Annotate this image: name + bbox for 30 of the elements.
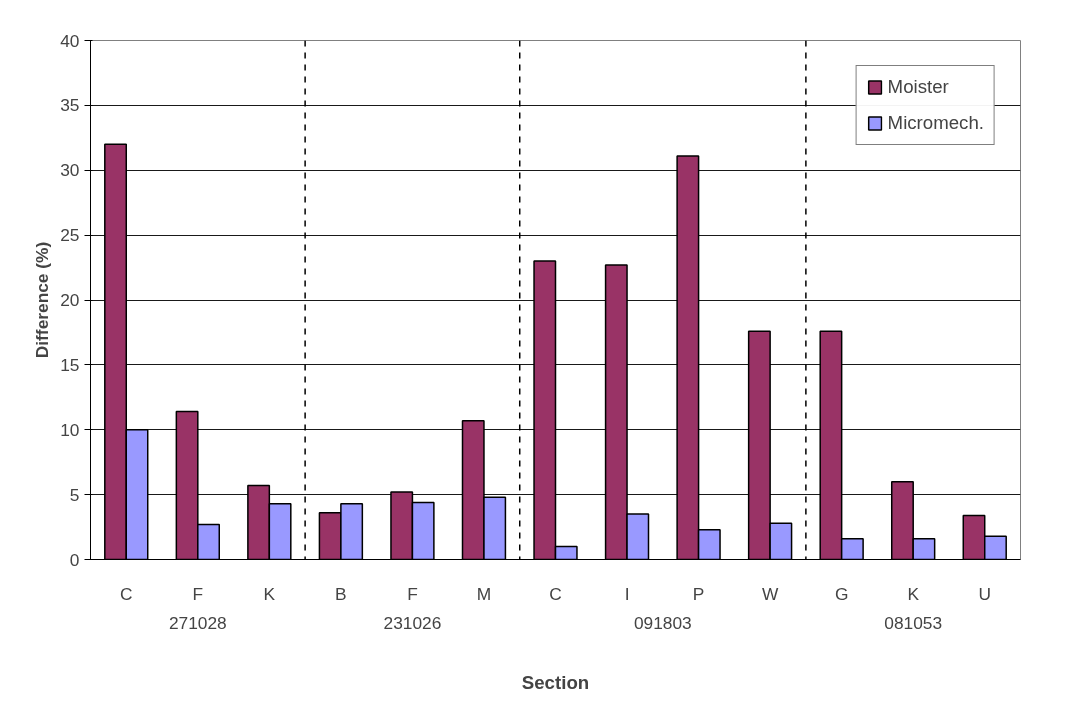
y-tick-label: 20 — [60, 290, 80, 310]
x-tick-label: P — [692, 583, 705, 604]
x-tick-label: C — [549, 583, 562, 604]
y-tick-label: 30 — [60, 160, 80, 181]
y-tick-label: 25 — [60, 225, 80, 246]
legend-label: Micromech. — [887, 112, 984, 134]
y-tick-label: 10 — [60, 419, 80, 440]
y-tick-label: 40 — [60, 30, 80, 51]
x-tick-label: K — [907, 583, 920, 604]
text: 231026 — [383, 612, 442, 633]
y-tick-label: 15 — [60, 354, 80, 375]
x-tick-label: C — [120, 583, 133, 604]
text: 271028 — [168, 612, 227, 633]
x-tick-label: I — [624, 583, 630, 604]
x-axis-title: Section — [521, 671, 590, 693]
y-tick-label: 0 — [69, 549, 80, 570]
x-tick-label: U — [978, 583, 991, 604]
x-tick-label: K — [263, 583, 276, 604]
x-tick-label: B — [335, 583, 347, 604]
x-tick-label: M — [476, 583, 492, 604]
y-tick-label: 5 — [69, 484, 80, 505]
y-tick-label: 35 — [60, 95, 80, 116]
x-tick-label: F — [192, 583, 204, 604]
x-tick-label: W — [761, 583, 779, 604]
legend-label: Moister — [887, 76, 949, 98]
x-tick-label: F — [407, 583, 418, 604]
x-tick-label: G — [834, 583, 849, 604]
text: 081053 — [884, 612, 943, 633]
y-axis-title: Difference (%) — [32, 241, 53, 359]
text: 091803 — [633, 612, 692, 633]
